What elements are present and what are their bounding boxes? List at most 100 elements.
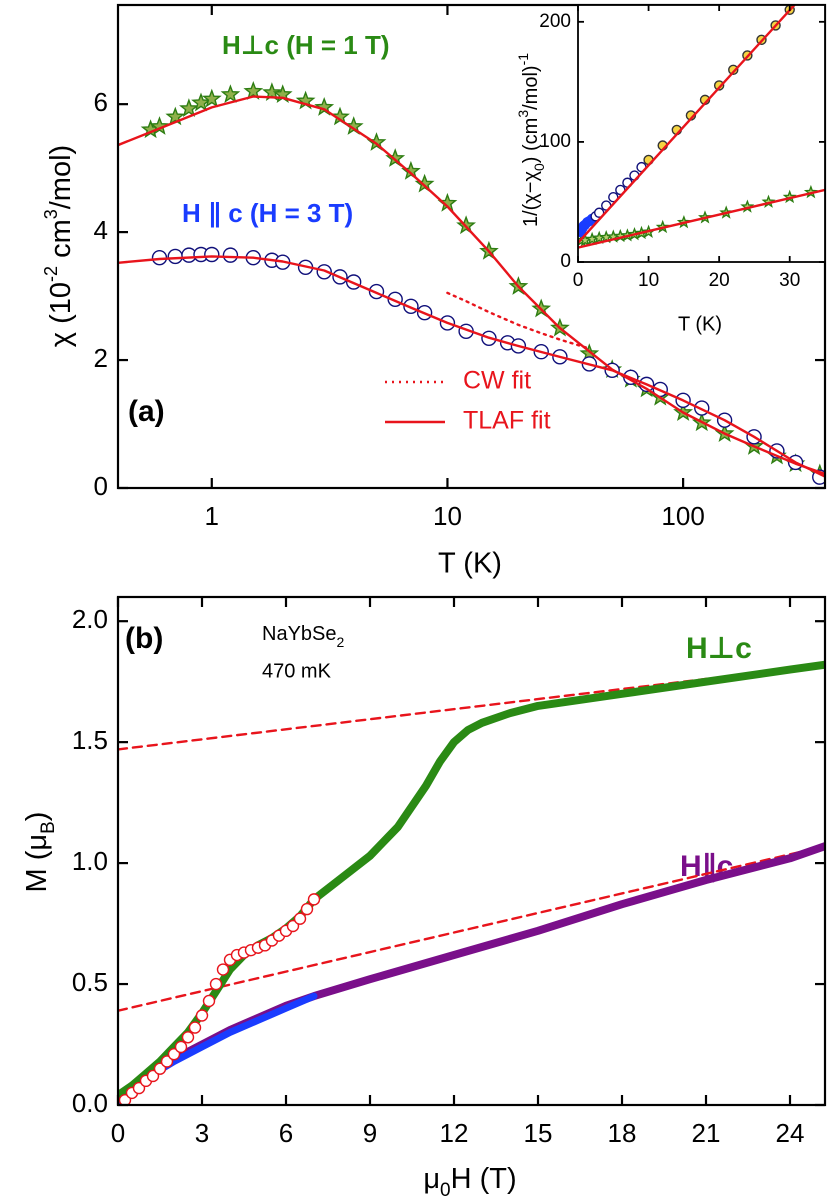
x-tick-label: 10 [638,270,659,291]
series-line [578,5,797,244]
legend-label: CW fit [463,367,531,395]
circle-marker [222,247,239,263]
panel-a: T (K) χ (10-2 cm3/mol) H⊥c (H = 1 T) H ∥… [41,3,827,580]
label-part: 3 [41,209,61,219]
x-tick-label: 18 [608,1118,637,1148]
label-part: /mol) [45,145,77,209]
y-tick-label: 4 [94,215,108,245]
circle-marker [204,246,220,263]
label-part: 3 [515,110,531,118]
x-tick-label: 3 [195,1118,209,1148]
star-marker [414,173,435,193]
circle-marker [209,977,223,991]
label-part: 0 [440,1180,451,1201]
label-part: -2 [41,266,61,282]
label-part: -1 [515,53,531,66]
y-axis-label: M (μB) [21,812,59,893]
label-part: /mol) [520,65,542,109]
label-part: ) [21,812,53,822]
y-tick-label: 200 [539,11,571,32]
inset-background [578,5,825,262]
circle-marker [195,1009,209,1022]
circle-marker [188,1021,202,1034]
y-axis-label: χ (10-2 cm3/mol) [41,145,77,347]
star-marker [803,184,818,199]
y-tick-label: 1.0 [72,846,108,876]
x-tick-label: 15 [524,1118,553,1148]
y-tick-label: 1.5 [72,725,108,755]
panel-label: (b) [125,622,163,655]
star-marker [385,148,406,167]
series-line [446,291,591,350]
x-tick-label: 24 [776,1118,805,1148]
x-tick-label: 9 [363,1118,377,1148]
star-marker [191,92,211,112]
star-marker [401,160,421,180]
series-line [578,188,825,249]
star-marker [149,116,170,135]
y-axis-label: 1/(χ−χ0) (cm3/mol)-1 [515,53,547,227]
circle-marker [216,963,230,976]
circle-marker [307,893,321,906]
x-tick-label: 0 [111,1118,125,1148]
star-marker [243,81,264,100]
circle-marker [202,994,216,1008]
legend-label: TLAF fit [463,407,551,435]
plot-frame [577,4,826,263]
label-part: μ [423,1163,440,1195]
star-marker [165,106,186,126]
y-tick-label: 0.5 [72,967,108,997]
x-axis-label: T (K) [438,548,502,580]
circle-marker [300,902,314,916]
annotation: H ∥ c (H = 3 T) [182,198,353,228]
y-tick-label: 6 [94,87,108,117]
y-tick-label: 0 [94,471,108,501]
plot-frame [116,595,827,1107]
x-tick-label: 10 [433,501,462,531]
x-tick-label: 0 [573,270,584,291]
inset: T (K) 1/(χ−χ0) (cm3/mol)-1 0 10 20 30010020… [515,4,826,335]
circle-marker [167,248,183,265]
star-marker [456,215,477,235]
star-marker [314,97,335,116]
series-line [118,255,825,478]
series-group [578,5,825,249]
panel-label: (a) [128,395,165,428]
circle-marker [593,207,605,218]
x-tick-label: 12 [440,1118,469,1148]
label-part: B [38,821,59,834]
label-part: 0 [531,163,547,171]
x-tick-label: 100 [661,501,704,531]
series-line [118,95,825,476]
circle-marker [713,80,725,91]
y-tick-label: 100 [539,131,571,152]
y-tick-label: 2 [94,343,108,373]
series-group [118,660,825,1105]
panel-b: μ0H (T) M (μB) (b) NaYbSe2 470 mK H⊥c H∥… [21,595,827,1201]
annotation: 470 mK [262,660,332,682]
x-tick-label: 21 [692,1118,721,1148]
label-part: cm [45,219,77,266]
label-part: χ (10 [45,282,77,347]
circle-marker [293,912,307,925]
circle-marker [608,191,619,203]
label-part: ) (cm [520,118,542,164]
y-tick-label: 2.0 [72,604,108,634]
label-part: M (μ [21,834,53,893]
star-marker [366,132,387,151]
star-marker [220,84,241,104]
label-part: NaYbSe [262,623,337,645]
label-part: H (T) [451,1163,517,1195]
x-tick-label: 1 [205,501,219,531]
annotation: NaYbSe2 [262,623,345,649]
label-part: 2 [337,634,345,650]
x-tick-label: 30 [779,270,800,291]
x-axis-label: μ0H (T) [423,1163,516,1201]
label-part: 1/(χ−χ [520,171,542,228]
y-tick-label: 0.0 [72,1088,108,1118]
annotation: H⊥c [686,632,752,665]
star-marker [782,189,797,204]
circle-marker [181,1031,195,1044]
x-axis-label: T (K) [678,313,722,335]
